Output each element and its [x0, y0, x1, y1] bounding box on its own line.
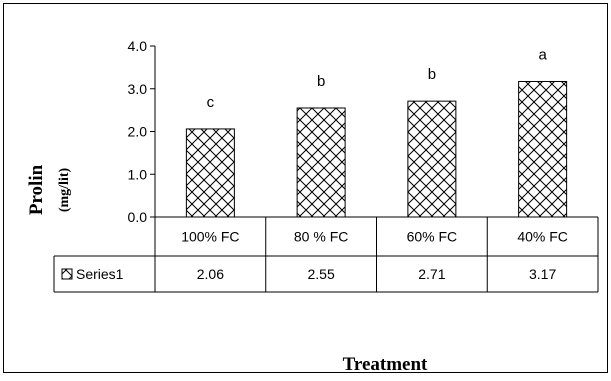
- axes-group: 0.0 1.0 2.0 3.0 4.0: [128, 38, 156, 225]
- bar: [407, 100, 457, 218]
- data-table: 100% FC 80 % FC 60% FC 40% FC Series1 2.06 2.5…: [53, 216, 599, 293]
- y-axis-label: Prolin: [26, 164, 47, 215]
- bars-group: c b b a: [185, 46, 568, 218]
- significance-label: b: [428, 66, 436, 83]
- x-category-label: 40% FC: [517, 229, 568, 245]
- x-category-label: 100% FC: [181, 229, 239, 245]
- y-tick-label: 0.0: [128, 209, 148, 225]
- y-tick-label: 1.0: [128, 166, 148, 182]
- y-tick-label: 3.0: [128, 81, 148, 97]
- legend-series-name: Series1: [76, 266, 124, 282]
- data-value-cell: 2.55: [308, 266, 335, 282]
- x-category-label: 60% FC: [407, 229, 458, 245]
- x-axis-label: Treatment: [343, 354, 428, 375]
- data-value-cell: 3.17: [529, 266, 556, 282]
- legend-key-swatch: [61, 268, 73, 280]
- y-tick-label: 2.0: [128, 124, 148, 140]
- bar: [518, 80, 568, 218]
- y-tick-label: 4.0: [128, 38, 148, 54]
- y-axis-unit: (mg/lit): [57, 168, 72, 213]
- bar: [185, 128, 235, 218]
- significance-label: a: [538, 46, 547, 63]
- x-category-label: 80 % FC: [294, 229, 348, 245]
- significance-label: b: [317, 73, 325, 90]
- chart-border: [3, 3, 608, 373]
- data-value-cell: 2.71: [418, 266, 445, 282]
- significance-label: c: [207, 94, 215, 111]
- data-value-cell: 2.06: [197, 266, 224, 282]
- bar: [296, 107, 346, 218]
